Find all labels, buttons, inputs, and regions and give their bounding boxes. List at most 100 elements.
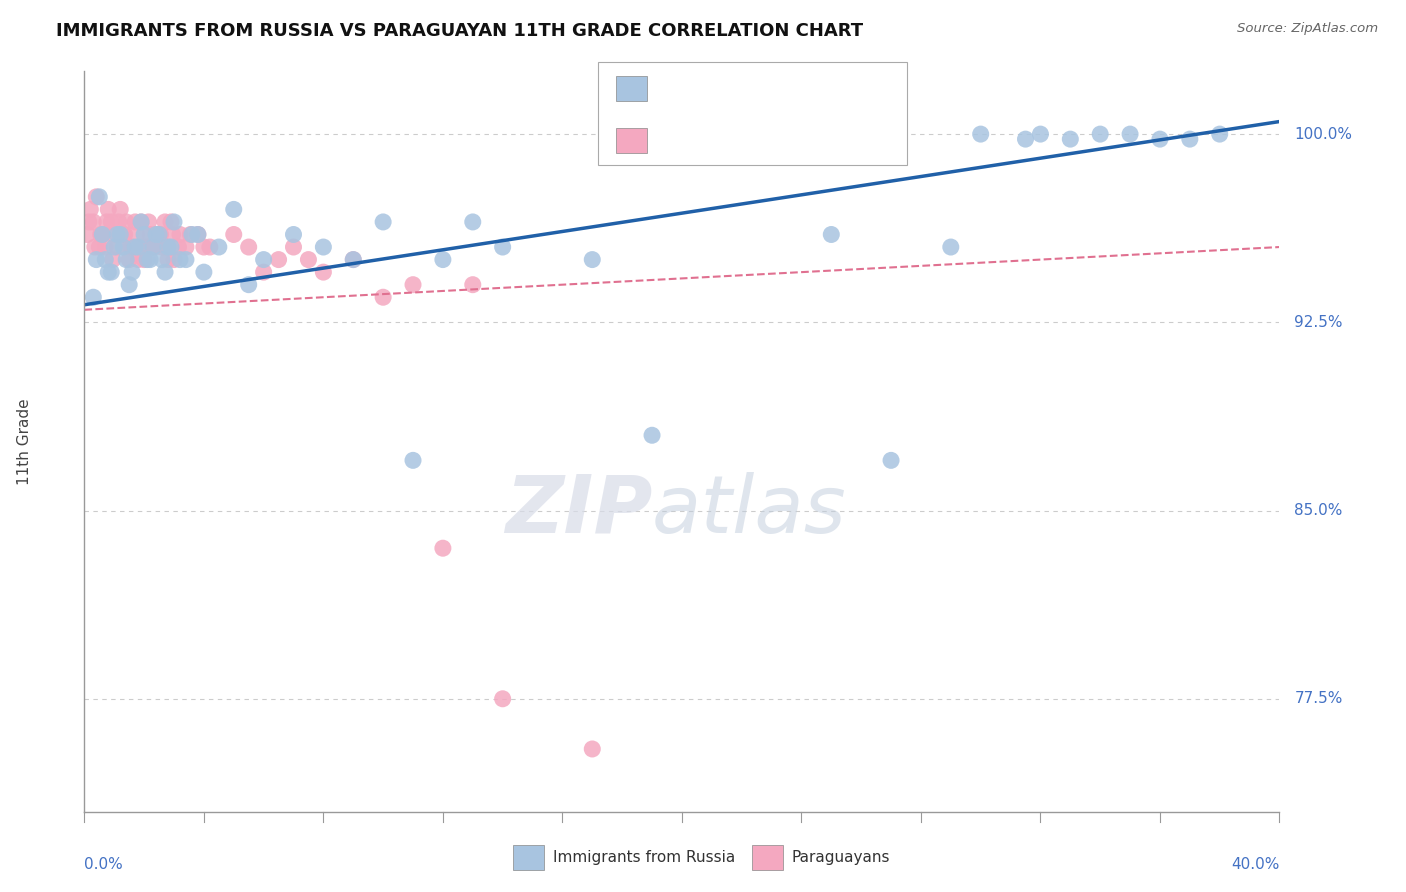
Point [114, 227, 136, 242]
Point [142, 240, 165, 254]
Point [91, 227, 114, 242]
Point [136, 252, 159, 267]
Point [153, 265, 176, 279]
Point [127, 252, 149, 267]
Point [167, 240, 190, 254]
Point [461, 215, 484, 229]
Point [283, 240, 305, 254]
Point [198, 240, 221, 254]
Point [120, 240, 142, 254]
Point [79, 202, 101, 217]
Point [174, 252, 197, 267]
Point [432, 541, 454, 556]
Point [148, 227, 170, 242]
Text: Paraguayans: Paraguayans [792, 850, 890, 864]
Point [581, 742, 603, 756]
Point [100, 265, 122, 279]
Point [115, 252, 138, 267]
Point [124, 215, 146, 229]
Point [432, 252, 454, 267]
Point [187, 227, 209, 242]
Point [115, 215, 138, 229]
Point [160, 215, 183, 229]
Point [162, 227, 184, 242]
Point [1090, 127, 1112, 141]
Point [86, 190, 108, 204]
Point [145, 227, 167, 242]
Point [121, 240, 143, 254]
Point [97, 265, 120, 279]
Point [373, 290, 395, 304]
Point [118, 252, 141, 267]
Point [581, 252, 603, 267]
Point [105, 240, 128, 254]
Point [174, 240, 197, 254]
Text: atlas: atlas [652, 472, 846, 549]
Point [283, 227, 305, 242]
Point [1014, 132, 1036, 146]
Point [169, 227, 191, 242]
Point [139, 252, 162, 267]
Point [267, 252, 290, 267]
Point [402, 277, 425, 292]
Point [89, 190, 111, 204]
Point [129, 215, 152, 229]
Text: 85.0%: 85.0% [1295, 503, 1343, 518]
Point [163, 215, 186, 229]
Point [193, 265, 215, 279]
Point [1209, 127, 1232, 141]
Point [1059, 132, 1081, 146]
Point [86, 252, 108, 267]
Point [820, 227, 842, 242]
Point [641, 428, 664, 442]
Point [169, 252, 191, 267]
Point [461, 277, 484, 292]
Point [132, 252, 156, 267]
Text: 100.0%: 100.0% [1295, 127, 1353, 142]
Point [100, 215, 122, 229]
Point [238, 277, 260, 292]
Point [145, 227, 167, 242]
Point [77, 215, 100, 229]
Point [139, 227, 162, 242]
Point [222, 227, 245, 242]
Text: 40.0%: 40.0% [1232, 857, 1279, 871]
Point [149, 227, 172, 242]
Point [138, 215, 160, 229]
Point [160, 240, 183, 254]
Text: R = 0.509   N = 59: R = 0.509 N = 59 [658, 81, 803, 95]
Point [1029, 127, 1052, 141]
Point [181, 227, 204, 242]
Point [208, 240, 231, 254]
Point [132, 227, 156, 242]
Point [82, 215, 104, 229]
Text: 77.5%: 77.5% [1295, 691, 1343, 706]
Point [90, 227, 112, 242]
Point [253, 252, 276, 267]
Point [89, 240, 111, 254]
Point [94, 252, 117, 267]
Point [342, 252, 364, 267]
Point [83, 240, 105, 254]
Point [143, 240, 166, 254]
Point [163, 252, 186, 267]
Point [1178, 132, 1201, 146]
Text: 0.0%: 0.0% [84, 857, 124, 871]
Point [193, 240, 215, 254]
Point [297, 252, 319, 267]
Point [101, 252, 124, 267]
Point [492, 240, 515, 254]
Text: R = 0.025   N = 66: R = 0.025 N = 66 [658, 134, 803, 148]
Point [150, 240, 173, 254]
Point [939, 240, 962, 254]
Point [1119, 127, 1142, 141]
Point [103, 240, 125, 254]
Point [125, 227, 148, 242]
Point [96, 215, 118, 229]
Point [312, 265, 335, 279]
Point [94, 240, 117, 254]
Point [97, 202, 120, 217]
Point [110, 227, 132, 242]
Point [105, 227, 128, 242]
Point [157, 240, 180, 254]
